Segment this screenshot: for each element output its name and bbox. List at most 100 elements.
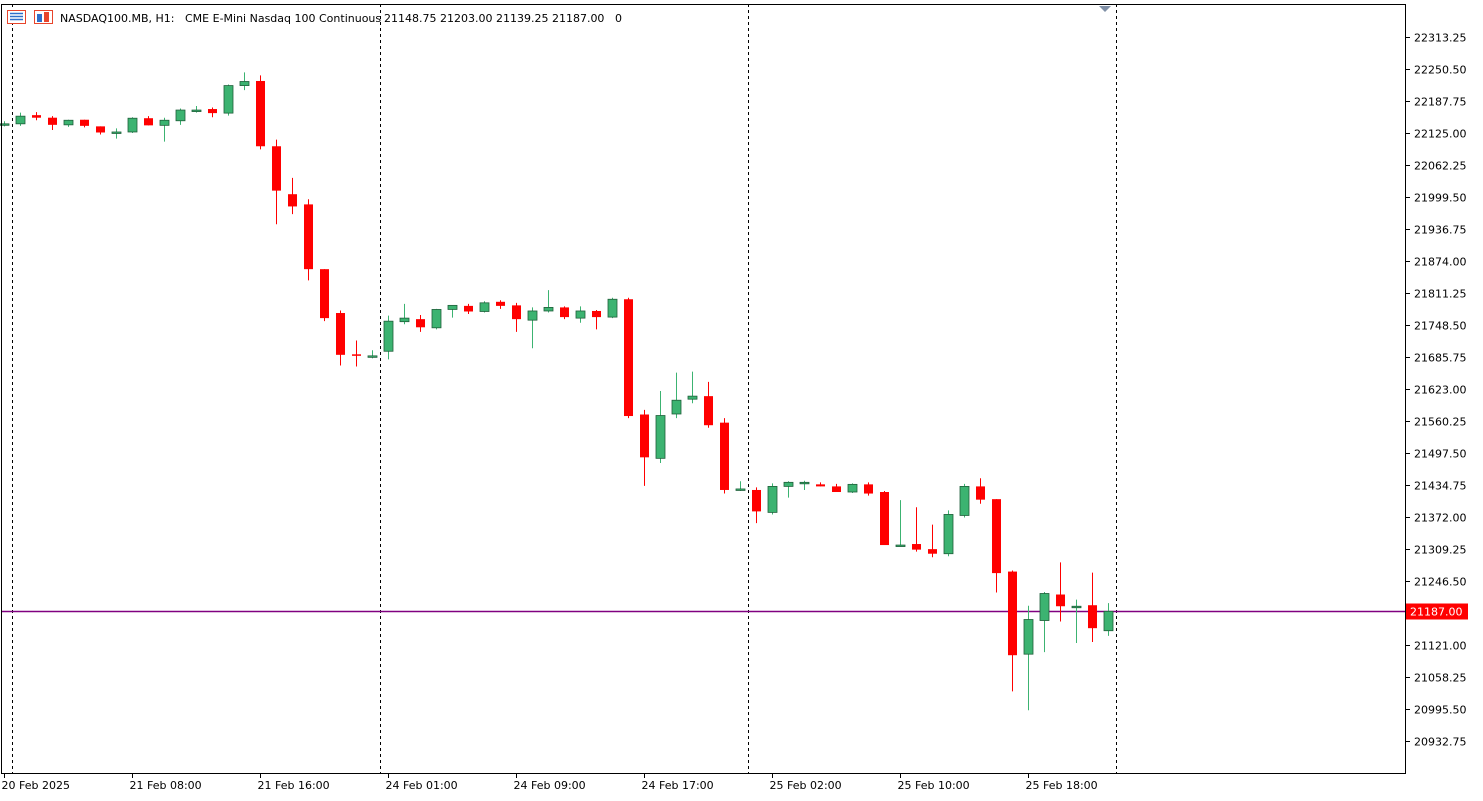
candle[interactable] <box>416 315 425 332</box>
candle[interactable] <box>144 116 153 126</box>
x-tick-label: 20 Feb 2025 <box>2 779 70 792</box>
candle-body <box>704 396 713 426</box>
y-tick-label: 21309.25 <box>1414 544 1467 557</box>
candle[interactable] <box>895 500 906 547</box>
y-tick-label: 21999.50 <box>1414 192 1467 205</box>
candle[interactable] <box>223 84 234 116</box>
candle[interactable] <box>336 310 345 366</box>
candle-body <box>256 80 265 147</box>
candle-body <box>1039 593 1050 621</box>
y-tick-label: 21058.25 <box>1414 672 1467 685</box>
candle[interactable] <box>239 72 250 91</box>
price-axis: 22313.25 22250.50 22187.75 22125.00 22062.25… <box>1405 32 1467 749</box>
candle-body <box>687 395 698 400</box>
candle[interactable] <box>655 391 666 463</box>
candle[interactable] <box>175 108 186 125</box>
candle[interactable] <box>1023 605 1034 711</box>
candle[interactable] <box>880 490 889 546</box>
candle[interactable] <box>496 300 505 309</box>
candle[interactable] <box>63 119 74 127</box>
candle[interactable] <box>928 524 937 558</box>
candle-body <box>671 399 682 415</box>
candle-body <box>1088 605 1097 629</box>
candle[interactable] <box>864 482 873 496</box>
candle[interactable] <box>111 128 122 139</box>
candle[interactable] <box>464 303 473 315</box>
candle[interactable] <box>671 372 682 419</box>
candle[interactable] <box>575 306 586 323</box>
candle[interactable] <box>640 409 649 486</box>
candle-body <box>959 486 970 516</box>
candle[interactable] <box>367 350 378 359</box>
candle[interactable] <box>1008 570 1017 692</box>
candle-body <box>223 85 234 114</box>
candle[interactable] <box>527 307 538 349</box>
candle[interactable] <box>191 105 202 113</box>
candle[interactable] <box>159 117 170 142</box>
candle[interactable] <box>320 269 329 322</box>
candle[interactable] <box>15 112 26 126</box>
candle[interactable] <box>624 297 633 419</box>
candle[interactable] <box>832 483 841 493</box>
candle[interactable] <box>1103 603 1114 636</box>
candle[interactable] <box>847 483 858 494</box>
candle[interactable] <box>752 487 761 524</box>
candle[interactable] <box>96 126 105 135</box>
candle[interactable] <box>288 177 297 215</box>
candle[interactable] <box>208 107 217 118</box>
candle[interactable] <box>479 301 490 313</box>
x-tick-label: 24 Feb 09:00 <box>514 779 586 792</box>
candle[interactable] <box>976 478 985 504</box>
candle[interactable] <box>80 119 89 128</box>
chart-frame <box>1 4 1406 774</box>
candle-body <box>816 484 825 487</box>
candle[interactable] <box>704 381 713 428</box>
candle[interactable] <box>735 481 746 491</box>
candle[interactable] <box>127 117 138 133</box>
candle-body <box>111 131 122 134</box>
candle[interactable] <box>799 480 810 490</box>
chart-list-icon[interactable] <box>7 10 26 24</box>
candle[interactable] <box>592 309 601 330</box>
candle[interactable] <box>767 483 778 515</box>
candle-body <box>624 299 633 417</box>
candle[interactable] <box>543 290 554 313</box>
candle[interactable] <box>783 481 794 498</box>
candle[interactable] <box>304 199 313 281</box>
candle[interactable] <box>912 507 921 552</box>
candle-body <box>0 123 10 126</box>
candle[interactable] <box>560 306 569 320</box>
candle[interactable] <box>816 482 825 487</box>
candle-body <box>976 486 985 500</box>
candle[interactable] <box>272 139 281 225</box>
y-tick-label: 21560.25 <box>1414 416 1467 429</box>
candle[interactable] <box>607 297 618 319</box>
y-tick-label: 21811.25 <box>1414 288 1467 301</box>
candle-body <box>352 354 361 356</box>
candle[interactable] <box>447 304 458 318</box>
candle[interactable] <box>383 315 394 360</box>
candle[interactable] <box>32 112 41 121</box>
candle[interactable] <box>1071 599 1082 643</box>
candle[interactable] <box>256 75 265 150</box>
candle-body <box>1008 571 1017 656</box>
candle[interactable] <box>1056 562 1065 622</box>
candle[interactable] <box>352 340 361 367</box>
candle[interactable] <box>431 308 442 330</box>
candle[interactable] <box>399 303 410 325</box>
candle[interactable] <box>687 371 698 404</box>
candle[interactable] <box>0 121 10 127</box>
candle[interactable] <box>720 418 729 494</box>
candle[interactable] <box>1088 572 1097 642</box>
scroll-marker-icon[interactable] <box>1099 6 1111 12</box>
candle[interactable] <box>992 499 1001 593</box>
candle[interactable] <box>943 510 954 557</box>
candle[interactable] <box>48 116 57 130</box>
candle[interactable] <box>959 483 970 518</box>
candle[interactable] <box>512 302 521 332</box>
x-tick-label: 25 Feb 18:00 <box>1026 779 1098 792</box>
candle[interactable] <box>1039 591 1050 653</box>
chart-window-icon[interactable] <box>34 10 53 24</box>
